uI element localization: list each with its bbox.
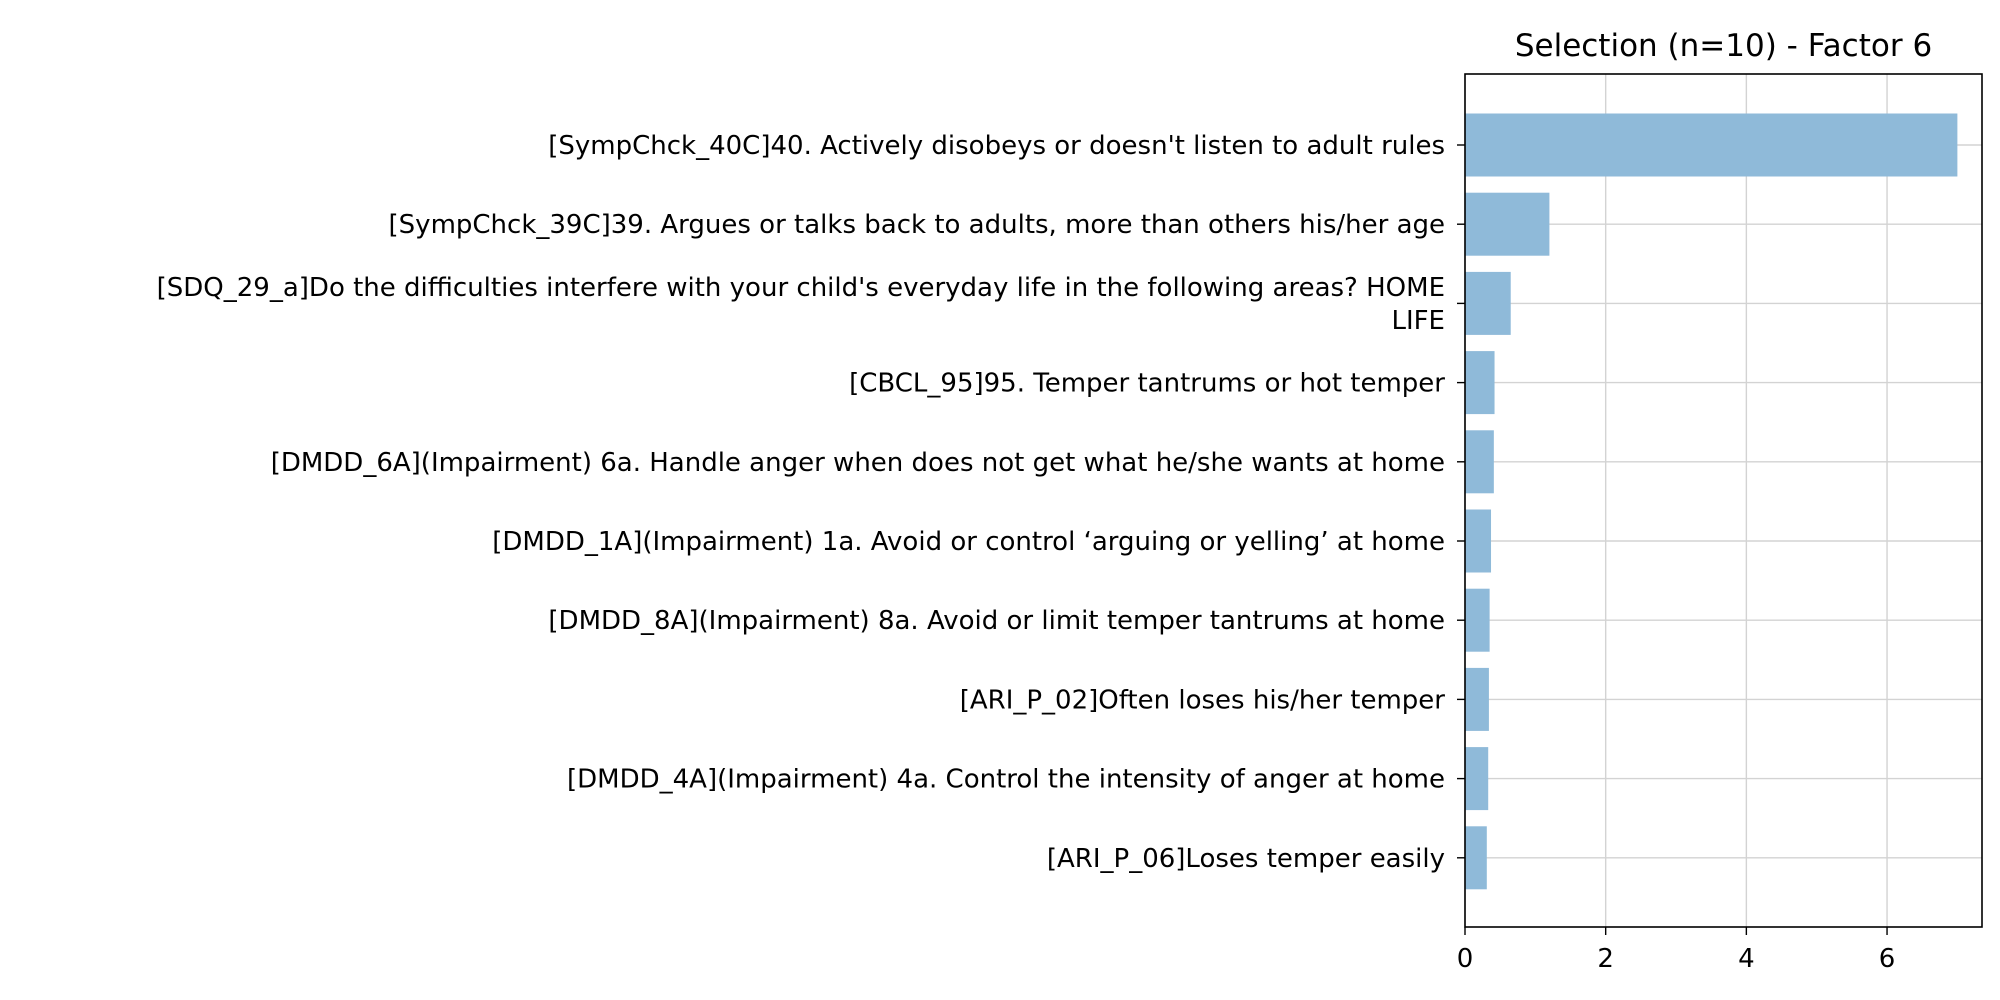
bar xyxy=(1465,192,1550,256)
bar xyxy=(1465,271,1511,335)
category-label: [SympChck_40C]40. Actively disobeys or d… xyxy=(548,131,1445,161)
bar xyxy=(1465,826,1487,890)
category-label: [ARI_P_02]Often loses his/her temper xyxy=(960,685,1446,715)
bar xyxy=(1465,667,1489,731)
bar xyxy=(1465,588,1490,652)
bar xyxy=(1465,351,1495,415)
category-label: [DMDD_8A](Impairment) 8a. Avoid or limit… xyxy=(548,606,1445,636)
chart-title: Selection (n=10) - Factor 6 xyxy=(1515,28,1932,64)
x-axis-ticks: 0 2 4 6 xyxy=(1457,144,1896,974)
bar xyxy=(1465,747,1489,811)
category-label: [ARI_P_06]Loses temper easily xyxy=(1047,844,1445,874)
x-tick-label: 0 xyxy=(1457,944,1474,974)
bar xyxy=(1465,113,1958,177)
plot-frame xyxy=(1464,73,1983,928)
bars-layer xyxy=(1465,113,1958,890)
x-tick-label: 2 xyxy=(1597,944,1614,974)
x-tick-label: 6 xyxy=(1879,944,1896,974)
category-label: [DMDD_1A](Impairment) 1a. Avoid or contr… xyxy=(492,527,1445,557)
category-label: LIFE xyxy=(1391,306,1445,336)
grid-layer xyxy=(1464,74,1982,927)
category-label: [SDQ_29_a]Do the difficulties interfere … xyxy=(157,273,1445,303)
category-label: [SympChck_39C]39. Argues or talks back t… xyxy=(389,210,1445,240)
bar xyxy=(1465,509,1492,573)
category-labels: [SympChck_40C]40. Actively disobeys or d… xyxy=(157,131,1446,874)
bar xyxy=(1465,430,1494,494)
category-label: [DMDD_4A](Impairment) 4a. Control the in… xyxy=(567,765,1445,795)
x-tick-label: 4 xyxy=(1738,944,1755,974)
category-label: [CBCL_95]95. Temper tantrums or hot temp… xyxy=(849,369,1445,399)
category-label: [DMDD_6A](Impairment) 6a. Handle anger w… xyxy=(271,448,1445,478)
